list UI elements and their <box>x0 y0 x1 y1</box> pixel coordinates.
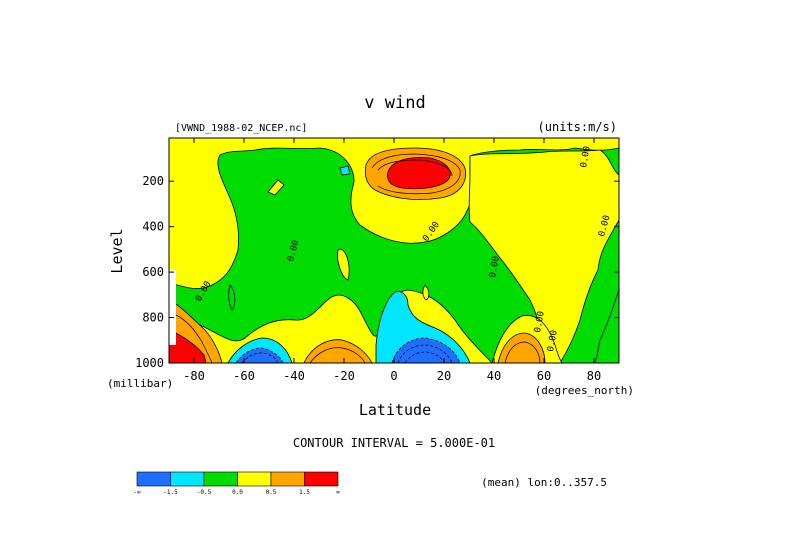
green-tongue-right <box>594 289 619 363</box>
x-tick-label: 40 <box>487 369 501 383</box>
y-axis-label: Level <box>108 228 126 273</box>
white-missing-left <box>169 270 176 345</box>
yellow-blob-200 <box>267 179 285 196</box>
contour-blue-regions <box>235 337 461 363</box>
yellow-top-band <box>169 138 619 289</box>
colorbar-tick-label: 0.0 <box>232 489 243 496</box>
green-patch-small <box>422 284 430 301</box>
contour-label: 0.00 <box>488 255 502 278</box>
chart-title: v wind <box>364 93 425 113</box>
colorbar-swatch <box>170 471 205 487</box>
y-axis: 200 400 600 800 1000 <box>135 174 619 370</box>
colorbar-tick-label: -∞ <box>133 489 141 496</box>
yellow-blob-mid <box>337 248 350 281</box>
y-tick-label: 200 <box>142 174 164 188</box>
y-tick-label: 600 <box>142 265 164 279</box>
x-axis: -80 -60 -40 -20 0 20 40 60 80 <box>183 138 601 383</box>
colorbar-swatch <box>270 471 305 487</box>
y-tick-label: 1000 <box>135 356 164 370</box>
y-tick-label: 400 <box>142 220 164 234</box>
yellow-right-column <box>468 149 619 363</box>
colorbar-tick-label: 0.5 <box>266 489 277 496</box>
contour-green-intrusions <box>228 284 619 363</box>
cyan-center <box>375 291 471 363</box>
colorbar-tick-label: ∞ <box>336 489 340 496</box>
cyan-blob-top <box>339 165 351 176</box>
plot-area: 0.00 0.00 0.00 0.00 0.00 0.00 0.00 0.00 <box>169 138 619 363</box>
colorbar-tick-label: 1.5 <box>299 489 310 496</box>
contour-interval-label: CONTOUR INTERVAL = 5.000E-01 <box>293 436 495 450</box>
y-axis-units: (millibar) <box>107 377 173 390</box>
contour-label: 0.00 <box>546 329 560 352</box>
colorbar-tick-label: -1.5 <box>163 489 178 496</box>
colorbar-swatch <box>237 471 272 487</box>
colorbar: -∞ -1.5 -0.5 0.0 0.5 1.5 ∞ <box>133 471 340 496</box>
blue-center <box>391 337 461 363</box>
units-label: (units:m/s) <box>538 120 617 134</box>
colorbar-tick-label: -0.5 <box>197 489 212 496</box>
orange-bottom-right <box>497 332 546 363</box>
x-tick-label: 0 <box>390 369 397 383</box>
x-tick-label: 60 <box>537 369 551 383</box>
contour-label: 0.00 <box>533 310 547 333</box>
contour-label: 0.00 <box>579 145 593 168</box>
x-axis-label: Latitude <box>359 401 431 419</box>
x-tick-label: -40 <box>283 369 305 383</box>
red-upper-center <box>387 157 451 190</box>
colorbar-swatch <box>203 471 238 487</box>
x-axis-units: (degrees_north) <box>535 384 634 397</box>
y-tick-label: 800 <box>142 311 164 325</box>
x-tick-label: 20 <box>437 369 451 383</box>
contour-lines <box>175 153 541 363</box>
blue-left <box>235 347 284 363</box>
source-label: [VWND_1988-02_NCEP.nc] <box>175 123 307 134</box>
x-tick-label: -80 <box>183 369 205 383</box>
orange-bottom-center <box>303 339 373 363</box>
mean-label: (mean) lon:0..357.5 <box>481 476 607 489</box>
x-tick-label: 80 <box>587 369 601 383</box>
colorbar-swatch <box>136 471 171 487</box>
x-tick-label: -60 <box>233 369 255 383</box>
green-tongue-left <box>228 284 236 311</box>
colorbar-swatch <box>304 471 339 487</box>
x-tick-label: -20 <box>333 369 355 383</box>
